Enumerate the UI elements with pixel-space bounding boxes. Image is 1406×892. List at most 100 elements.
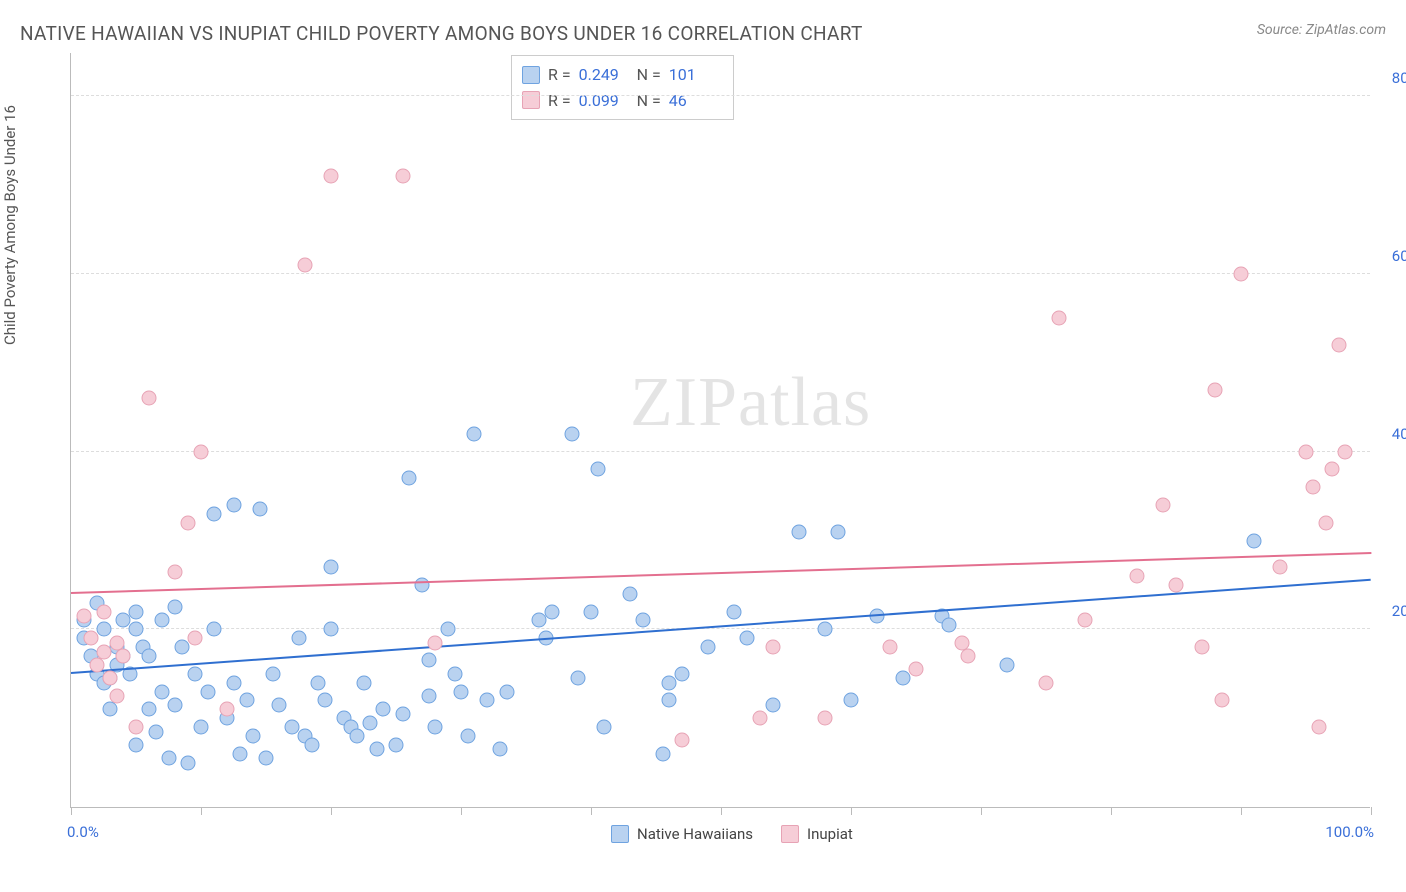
x-tick bbox=[1111, 807, 1112, 815]
data-point bbox=[96, 604, 111, 619]
data-point bbox=[207, 622, 222, 637]
data-point bbox=[226, 675, 241, 690]
series-swatch bbox=[781, 825, 799, 843]
data-point bbox=[499, 684, 514, 699]
data-point bbox=[1325, 462, 1340, 477]
data-point bbox=[187, 666, 202, 681]
data-point bbox=[662, 693, 677, 708]
data-point bbox=[1000, 657, 1015, 672]
data-point bbox=[324, 622, 339, 637]
data-point bbox=[200, 684, 215, 699]
data-point bbox=[1331, 338, 1346, 353]
data-point bbox=[1156, 498, 1171, 513]
y-axis-label: Child Poverty Among Boys Under 16 bbox=[1, 105, 19, 345]
data-point bbox=[194, 720, 209, 735]
plot-region: ZIPatlas R =0.249N =101R =0.099N =46 20.… bbox=[70, 53, 1370, 808]
data-point bbox=[350, 728, 365, 743]
data-point bbox=[207, 506, 222, 521]
data-point bbox=[77, 609, 92, 624]
data-point bbox=[252, 502, 267, 517]
data-point bbox=[421, 688, 436, 703]
data-point bbox=[1039, 675, 1054, 690]
data-point bbox=[584, 604, 599, 619]
y-tick-label: 80.0% bbox=[1392, 69, 1406, 87]
data-point bbox=[324, 560, 339, 575]
data-point bbox=[129, 604, 144, 619]
data-point bbox=[564, 426, 579, 441]
y-tick-label: 60.0% bbox=[1392, 247, 1406, 265]
series-swatch bbox=[522, 91, 540, 109]
data-point bbox=[155, 613, 170, 628]
series-swatch bbox=[611, 825, 629, 843]
data-point bbox=[291, 631, 306, 646]
source-label: Source: ZipAtlas.com bbox=[1257, 22, 1386, 38]
data-point bbox=[259, 751, 274, 766]
data-point bbox=[883, 640, 898, 655]
data-point bbox=[389, 737, 404, 752]
data-point bbox=[90, 657, 105, 672]
data-point bbox=[395, 169, 410, 184]
r-label: R = bbox=[548, 62, 571, 88]
data-point bbox=[1195, 640, 1210, 655]
data-point bbox=[324, 169, 339, 184]
r-label: R = bbox=[548, 88, 571, 114]
x-tick bbox=[1371, 807, 1372, 815]
data-point bbox=[675, 733, 690, 748]
data-point bbox=[1169, 577, 1184, 592]
data-point bbox=[356, 675, 371, 690]
data-point bbox=[109, 688, 124, 703]
data-point bbox=[239, 693, 254, 708]
data-point bbox=[96, 622, 111, 637]
gridline bbox=[71, 273, 1370, 274]
data-point bbox=[161, 751, 176, 766]
data-point bbox=[174, 640, 189, 655]
data-point bbox=[363, 715, 378, 730]
data-point bbox=[1208, 382, 1223, 397]
x-tick bbox=[721, 807, 722, 815]
x-tick bbox=[1241, 807, 1242, 815]
data-point bbox=[272, 697, 287, 712]
data-point bbox=[317, 693, 332, 708]
data-point bbox=[1214, 693, 1229, 708]
data-point bbox=[376, 702, 391, 717]
x-tick bbox=[461, 807, 462, 815]
series-swatch bbox=[522, 66, 540, 84]
data-point bbox=[415, 577, 430, 592]
data-point bbox=[187, 631, 202, 646]
trend-line bbox=[71, 579, 1371, 674]
x-max-label: 100.0% bbox=[1325, 823, 1374, 841]
data-point bbox=[395, 706, 410, 721]
gridline bbox=[71, 95, 1370, 96]
x-tick bbox=[331, 807, 332, 815]
data-point bbox=[226, 498, 241, 513]
data-point bbox=[142, 649, 157, 664]
data-point bbox=[428, 720, 443, 735]
legend-item: Native Hawaiians bbox=[611, 825, 753, 843]
data-point bbox=[96, 644, 111, 659]
data-point bbox=[1305, 480, 1320, 495]
data-point bbox=[532, 613, 547, 628]
data-point bbox=[428, 635, 443, 650]
data-point bbox=[727, 604, 742, 619]
stats-row: R =0.249N =101 bbox=[522, 62, 719, 88]
gridline bbox=[71, 628, 1370, 629]
data-point bbox=[792, 524, 807, 539]
data-point bbox=[493, 742, 508, 757]
x-tick bbox=[981, 807, 982, 815]
legend: Native HawaiiansInupiat bbox=[611, 825, 853, 843]
data-point bbox=[831, 524, 846, 539]
data-point bbox=[142, 702, 157, 717]
data-point bbox=[909, 662, 924, 677]
data-point bbox=[155, 684, 170, 699]
data-point bbox=[1130, 569, 1145, 584]
legend-label: Native Hawaiians bbox=[637, 825, 753, 843]
data-point bbox=[1338, 444, 1353, 459]
x-tick bbox=[591, 807, 592, 815]
data-point bbox=[311, 675, 326, 690]
data-point bbox=[1052, 311, 1067, 326]
data-point bbox=[402, 471, 417, 486]
data-point bbox=[623, 586, 638, 601]
n-label: N = bbox=[637, 62, 661, 88]
data-point bbox=[597, 720, 612, 735]
watermark: ZIPatlas bbox=[630, 363, 871, 443]
